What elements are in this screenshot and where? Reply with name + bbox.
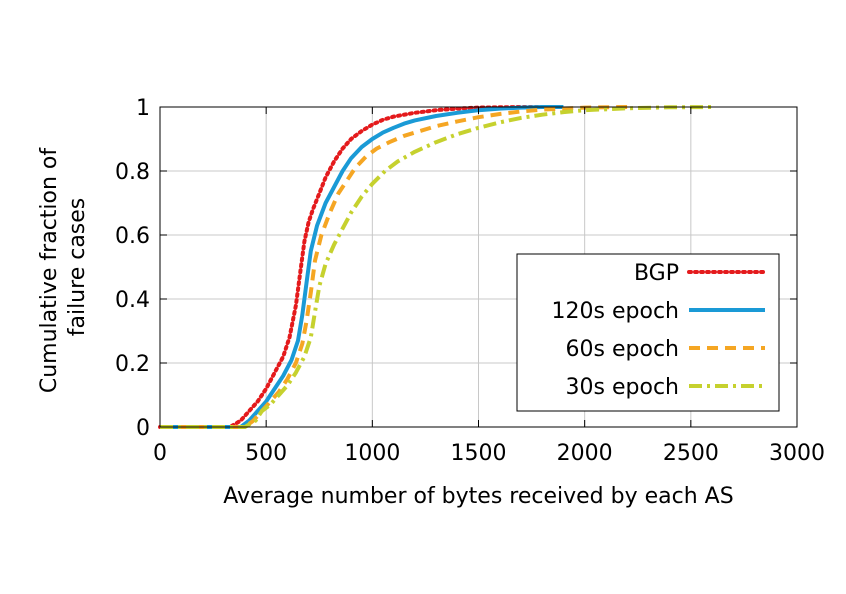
x-tick-label: 1000 — [344, 441, 400, 466]
x-tick-label: 3000 — [769, 441, 825, 466]
legend-label-3: 30s epoch — [566, 375, 679, 400]
legend-label-0: BGP — [634, 261, 679, 286]
y-tick-label: 0.4 — [115, 288, 150, 313]
x-tick-label: 1500 — [451, 441, 507, 466]
x-tick-label: 2000 — [557, 441, 613, 466]
series-line-1 — [160, 105, 564, 429]
y-axis-ticks: 0 0.2 0.4 0.6 0.8 1 — [115, 96, 797, 441]
x-axis-ticks: 0 500 1000 1500 2000 2500 3000 — [153, 107, 825, 466]
y-tick-label: 0 — [136, 416, 150, 441]
y-axis-title: Cumulative fraction of failure cases — [37, 141, 90, 393]
legend-label-1: 120s epoch — [552, 299, 679, 324]
series-layer — [158, 105, 713, 429]
x-tick-label: 0 — [153, 441, 167, 466]
y-tick-label: 0.8 — [115, 160, 150, 185]
x-tick-label: 500 — [245, 441, 287, 466]
y-tick-label: 0.2 — [115, 352, 150, 377]
y-tick-label: 0.6 — [115, 224, 150, 249]
legend: BGP 120s epoch 60s epoch 30s epoch — [516, 253, 780, 412]
x-tick-label: 2500 — [663, 441, 719, 466]
legend-label-2: 60s epoch — [566, 337, 679, 362]
series-line-3 — [160, 105, 713, 429]
series-line-0 — [158, 105, 545, 429]
x-axis-title: Average number of bytes received by each… — [223, 484, 733, 509]
series-line-2 — [160, 105, 628, 429]
y-tick-label: 1 — [136, 96, 150, 121]
y-axis-title-line-1: Cumulative fraction of — [37, 147, 62, 394]
y-axis-title-line-2: failure cases — [65, 198, 90, 337]
